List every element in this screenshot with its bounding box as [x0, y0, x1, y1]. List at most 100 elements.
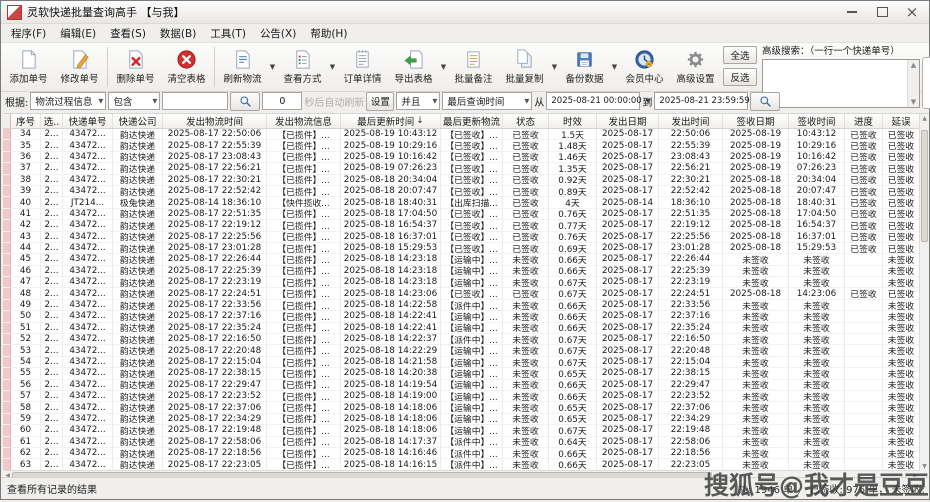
dropdown-caret-icon[interactable]: ▼: [440, 63, 447, 71]
advanced-settings-button[interactable]: 高级设置: [670, 43, 721, 91]
column-header-10[interactable]: 发出日期: [597, 114, 659, 128]
invert-selection-button[interactable]: 反选: [723, 68, 757, 86]
table-row[interactable]: 45 2... 43472... 韵达快递 2025-08-17 22:26:44 【已揽…: [3, 254, 920, 266]
member-center-button[interactable]: 会员中心: [619, 43, 670, 91]
dropdown-caret-icon[interactable]: ▼: [269, 63, 276, 71]
column-header-5[interactable]: 发出物流信息: [267, 114, 341, 128]
scroll-down-icon[interactable]: ▼: [910, 98, 917, 106]
column-header-4[interactable]: 发出物流时间: [163, 114, 267, 128]
filter-keyword-input[interactable]: [162, 92, 229, 110]
column-header-13[interactable]: 签收时间: [789, 114, 845, 128]
dropdown-caret-icon[interactable]: ▼: [551, 63, 558, 71]
menu-item-6[interactable]: 帮助(H): [310, 27, 348, 40]
table-row[interactable]: 62 2... 43472... 韵达快递 2025-08-17 22:18:56 【已揽…: [3, 447, 920, 460]
export-table-button[interactable]: 导出表格: [388, 43, 439, 91]
table-row[interactable]: 56 2... 43472... 韵达快递 2025-08-17 22:29:47 【已揽…: [3, 379, 920, 391]
scroll-right-icon[interactable]: ▶: [913, 472, 918, 479]
scroll-down-icon[interactable]: ▼: [922, 463, 927, 470]
column-header-9[interactable]: 时效: [549, 114, 597, 128]
table-row[interactable]: 61 2... 43472... 韵达快递 2025-08-17 22:58:06 【已揽…: [3, 436, 920, 448]
table-row[interactable]: 63 2... 43472... 韵达快递 2025-08-17 22:23:05 【已揽…: [3, 459, 920, 471]
menu-item-0[interactable]: 程序(F): [11, 27, 47, 40]
table-row[interactable]: 59 2... 43472... 韵达快递 2025-08-17 22:34:29 【已揽…: [3, 413, 920, 426]
menu-item-4[interactable]: 工具(T): [210, 27, 246, 40]
time-field-select[interactable]: 最后查询时间 ▼: [442, 92, 533, 110]
advanced-settings-icon: [687, 51, 704, 68]
time-search-button[interactable]: [750, 91, 781, 111]
column-header-11[interactable]: 发出时间: [659, 114, 723, 128]
settings-button[interactable]: 设置: [366, 91, 395, 111]
table-row[interactable]: 44 2... 43472... 韵达快递 2025-08-17 23:01:28 【已揽…: [3, 242, 920, 255]
table-row[interactable]: 51 2... 43472... 韵达快递 2025-08-17 22:35:24 【已揽…: [3, 322, 920, 335]
table-row[interactable]: 42 2... 43472... 韵达快递 2025-08-17 22:19:12 【已揽…: [3, 220, 920, 232]
scroll-up-icon[interactable]: ▲: [922, 115, 927, 122]
table-row[interactable]: 36 2... 43472... 韵达快递 2025-08-17 23:08:43 【已揽…: [3, 151, 920, 164]
add-order-button[interactable]: 添加单号: [3, 43, 54, 91]
vertical-scrollbar-thumb[interactable]: [921, 130, 928, 242]
column-header-2[interactable]: 快递单号: [63, 114, 113, 128]
column-header-12[interactable]: 签收日期: [723, 114, 789, 128]
from-date-picker[interactable]: 2025-08-21 00:00:00 ▼: [546, 92, 651, 110]
filter-field-select[interactable]: 物流过程信息 ▼: [30, 92, 107, 110]
table-row[interactable]: 40 2... JT214... 极兔快递 2025-08-14 18:36:10 【快件…: [3, 197, 920, 209]
menu-item-5[interactable]: 公告(X): [259, 27, 297, 40]
select-all-button[interactable]: 全选: [723, 46, 757, 64]
backup-data-button[interactable]: 备份数据: [559, 43, 610, 91]
column-header-14[interactable]: 进度: [845, 114, 883, 128]
table-cell: 2025-08-17: [597, 334, 659, 346]
menu-item-1[interactable]: 编辑(E): [60, 27, 97, 40]
table-row[interactable]: 34 2... 43472... 韵达快递 2025-08-17 22:50:06 【已揽…: [3, 129, 920, 141]
table-row[interactable]: 50 2... 43472... 韵达快递 2025-08-17 22:37:16 【已揽…: [3, 311, 920, 323]
column-header-6[interactable]: 最后更新时间 ↓: [341, 114, 441, 128]
column-header-1[interactable]: 选..: [41, 114, 63, 128]
search-button[interactable]: [230, 91, 261, 111]
column-header-7[interactable]: 最后更新物流: [441, 114, 503, 128]
column-header-0[interactable]: 序号: [11, 114, 41, 128]
table-row[interactable]: 43 2... 43472... 韵达快递 2025-08-17 22:25:56 【已揽…: [3, 231, 920, 243]
logic-select[interactable]: 并且 ▼: [396, 92, 441, 110]
table-row[interactable]: 39 2... 43472... 韵达快递 2025-08-17 22:52:42 【已揽…: [3, 185, 920, 198]
refresh-logistics-button[interactable]: 刷新物流: [217, 43, 268, 91]
minimize-icon[interactable]: [845, 5, 859, 19]
advanced-search-textarea[interactable]: ▲ ▼: [762, 59, 920, 108]
menu-item-2[interactable]: 查看(S): [110, 27, 146, 40]
dropdown-caret-icon[interactable]: ▼: [611, 63, 618, 71]
table-cell: 未签收: [723, 254, 789, 266]
table-row[interactable]: 38 2... 43472... 韵达快递 2025-08-17 22:30:21 【已揽…: [3, 174, 920, 186]
maximize-icon[interactable]: [875, 5, 889, 19]
table-row[interactable]: 60 2... 43472... 韵达快递 2025-08-17 22:19:48 【已揽…: [3, 425, 920, 437]
clear-table-button[interactable]: 清空表格: [161, 43, 212, 91]
vertical-scrollbar[interactable]: ▲ ▼: [919, 114, 929, 471]
table-row[interactable]: 57 2... 43472... 韵达快递 2025-08-17 22:23:52 【已揽…: [3, 390, 920, 403]
table-row[interactable]: 35 2... 43472... 韵达快递 2025-08-17 22:55:39 【已揽…: [3, 140, 920, 152]
filter-operator-select[interactable]: 包含 ▼: [108, 92, 161, 110]
scroll-up-icon[interactable]: ▲: [910, 61, 917, 69]
table-row[interactable]: 58 2... 43472... 韵达快递 2025-08-17 22:37:06 【已揽…: [3, 402, 920, 414]
table-row[interactable]: 49 2... 43472... 韵达快递 2025-08-17 22:33:56 【已揽…: [3, 299, 920, 312]
table-row[interactable]: 48 2... 43472... 韵达快递 2025-08-17 22:24:51 【已揽…: [3, 288, 920, 300]
table-row[interactable]: 53 2... 43472... 韵达快递 2025-08-17 22:20:48 【已揽…: [3, 345, 920, 357]
order-details-button[interactable]: 订单详情: [337, 43, 388, 91]
view-mode-button[interactable]: 查看方式: [277, 43, 328, 91]
menu-item-3[interactable]: 数据(B): [159, 27, 197, 40]
edit-order-button[interactable]: 修改单号: [54, 43, 105, 91]
scroll-left-icon[interactable]: ◀: [5, 472, 10, 479]
table-row[interactable]: 55 2... 43472... 韵达快递 2025-08-17 22:38:15 【已揽…: [3, 368, 920, 380]
dropdown-caret-icon[interactable]: ▼: [329, 63, 336, 71]
batch-copy-button[interactable]: 批量复制: [499, 43, 550, 91]
delete-order-button[interactable]: 删除单号: [110, 43, 161, 91]
auto-refresh-seconds-input[interactable]: 0: [262, 92, 303, 110]
batch-remark-button[interactable]: 批量备注: [448, 43, 499, 91]
column-header-15[interactable]: 延误: [883, 114, 920, 128]
textarea-scrollbar[interactable]: ▲ ▼: [907, 60, 919, 107]
table-row[interactable]: 37 2... 43472... 韵达快递 2025-08-17 22:56:21 【已揽…: [3, 163, 920, 175]
column-header-3[interactable]: 快递公司: [113, 114, 163, 128]
close-icon[interactable]: ×: [905, 2, 919, 21]
table-row[interactable]: 52 2... 43472... 韵达快递 2025-08-17 22:16:50 【已揽…: [3, 334, 920, 346]
to-date-picker[interactable]: 2025-08-21 23:59:59 ▼: [654, 92, 759, 110]
table-row[interactable]: 47 2... 43472... 韵达快递 2025-08-17 22:23:19 【已揽…: [3, 277, 920, 289]
table-row[interactable]: 46 2... 43472... 韵达快递 2025-08-17 22:25:39 【已揽…: [3, 265, 920, 278]
table-row[interactable]: 54 2... 43472... 韵达快递 2025-08-17 22:15:04 【已揽…: [3, 356, 920, 369]
table-row[interactable]: 41 2... 43472... 韵达快递 2025-08-17 22:51:35 【已揽…: [3, 208, 920, 221]
column-header-8[interactable]: 状态: [503, 114, 549, 128]
